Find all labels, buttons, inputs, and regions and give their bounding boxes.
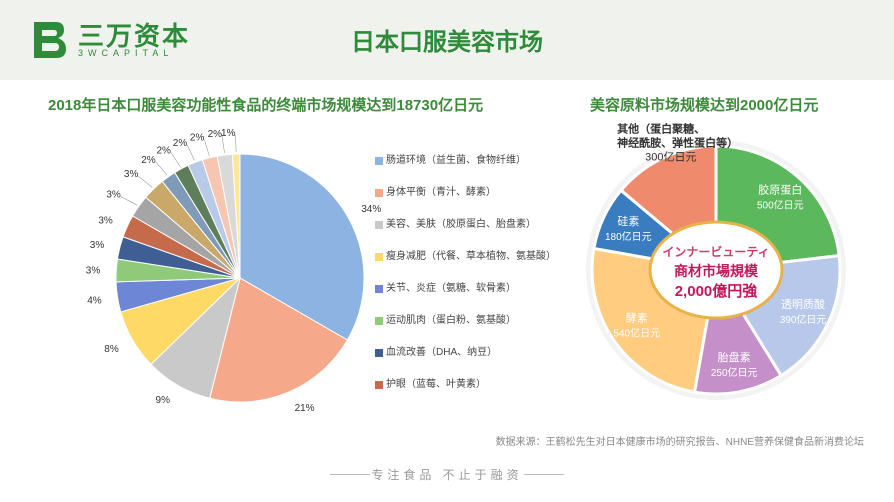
pie-data-label: 3% [124, 169, 139, 180]
legend-label: 瘦身减肥（代餐、草本植物、氨基酸） [386, 251, 556, 262]
legend-swatch [375, 285, 383, 293]
legend-label: 身体平衡（青汁、酵素） [386, 187, 496, 198]
pie-leader-line [204, 139, 210, 156]
pie-data-label: 21% [295, 403, 315, 414]
legend-swatch [375, 317, 383, 325]
pie-data-label: 2% [208, 129, 223, 140]
footer-slogan: 专注食品 不止于融资 [371, 468, 523, 482]
pie-slice-value: 300亿日元 [645, 150, 696, 163]
pie-slice-value: 250亿日元 [711, 366, 758, 379]
center-badge-text: 2,000億円強 [675, 282, 758, 300]
legend-item: 瘦身减肥（代餐、草本植物、氨基酸） [375, 250, 556, 282]
pie-leader-line [235, 135, 237, 153]
legend-label: 美容、美肤（胶原蛋白、胎盘素） [386, 219, 536, 230]
pie-data-label: 9% [156, 395, 171, 406]
pie-leader-line [155, 161, 168, 176]
pie-data-label: 8% [104, 344, 119, 355]
footer-divider-left [330, 474, 370, 475]
pie-data-label: 3% [86, 265, 101, 276]
legend-swatch [375, 157, 383, 165]
pie-slice-label: 神经酰胺、弹性蛋白等） [617, 135, 738, 149]
pie-leader-line [138, 175, 153, 188]
pie-data-label: 2% [156, 145, 171, 156]
legend-swatch [375, 221, 383, 229]
legend-item: 关节、炎症（氨糖、软骨素） [375, 282, 555, 314]
pie-slice [239, 153, 365, 341]
pie-slice-label: 胎盘素 [718, 350, 751, 364]
pie-slice-value: 180亿日元 [605, 230, 652, 243]
pie-leader-line [221, 136, 225, 153]
pie-data-label: 4% [87, 295, 102, 306]
source-note: 数据来源：王鹤松先生对日本健康市场的研究报告、NHNE营养保健食品新消费论坛 [495, 437, 864, 448]
legend-item: 身体平衡（青汁、酵素） [375, 186, 555, 218]
brand-name-en: 3WCAPITAL [78, 48, 174, 58]
pie-slice-label: 酵素 [626, 311, 648, 324]
pie-slice-value: 390亿日元 [780, 313, 827, 326]
left-pie-chart: 34%21%9%8%4%3%3%3%3%3%2%2%2% 2% 2%1% [86, 128, 382, 414]
legend-item: 肠道环境（益生菌、食物纤维） [375, 154, 555, 186]
legend: 肠道环境（益生菌、食物纤维） 身体平衡（青汁、酵素） 美容、美肤（胶原蛋白、胎盘素）… [375, 154, 556, 410]
legend-swatch [375, 253, 383, 261]
pie-slice [209, 277, 349, 403]
pie-leader-line [186, 144, 195, 161]
legend-swatch [375, 189, 383, 197]
pie-data-label: 3% [98, 215, 113, 226]
legend-label: 护眼（蓝莓、叶黄素） [386, 379, 486, 390]
pie-slice-label: 透明质酸 [781, 297, 825, 311]
center-badge [648, 220, 784, 320]
brand-name: 三万资本 [78, 21, 191, 51]
page-title: 日本口服美容市场 [351, 29, 543, 56]
brand-logo-icon [34, 22, 66, 58]
pie-slice-label: 硅素 [617, 215, 639, 228]
legend-label: 关节、炎症（氨糖、软骨素） [386, 283, 516, 294]
legend-swatch [375, 349, 383, 357]
legend-label: 血流改善（DHA、纳豆） [386, 347, 498, 358]
legend-item: 护眼（蓝莓、叶黄素） [375, 378, 555, 410]
pie-data-label: 1% [221, 128, 236, 139]
pie-leader-line [120, 196, 138, 206]
right-chart-title: 美容原料市场规模达到2000亿日元 [590, 97, 819, 114]
pie-slice-label: 其他（蛋白聚糖、 [617, 121, 705, 135]
pie-data-label: 34% [361, 204, 381, 215]
pie-leader-line [170, 152, 181, 168]
header-bar [0, 0, 894, 80]
pie-slice-value: 500亿日元 [757, 199, 804, 212]
center-badge-text: 商材市場規模 [674, 263, 759, 279]
legend-label: 运动肌肉（蛋白粉、氨基酸） [386, 315, 516, 326]
left-chart-title: 2018年日本口服美容功能性食品的终端市场规模达到18730亿日元 [48, 97, 484, 114]
legend-item: 运动肌肉（蛋白粉、氨基酸） [375, 314, 555, 346]
pie-data-label: 2% [141, 155, 156, 166]
legend-item: 美容、美肤（胶原蛋白、胎盘素） [375, 218, 555, 250]
legend-item: 血流改善（DHA、纳豆） [375, 346, 555, 378]
legend-label: 肠道环境（益生菌、食物纤维） [386, 155, 526, 166]
pie-data-label: 3% [106, 190, 121, 201]
legend-swatch [375, 381, 383, 389]
center-badge-text: インナービューティ [662, 244, 769, 259]
pie-slice-value: 540亿日元 [613, 326, 660, 339]
pie-data-label: 2% [173, 138, 188, 149]
pie-data-label: 3% [90, 240, 105, 251]
pie-data-label: 2% [190, 132, 205, 143]
footer-divider-right [524, 474, 564, 475]
pie-slice-label: 胶原蛋白 [758, 183, 802, 197]
pie-slice [231, 153, 241, 279]
